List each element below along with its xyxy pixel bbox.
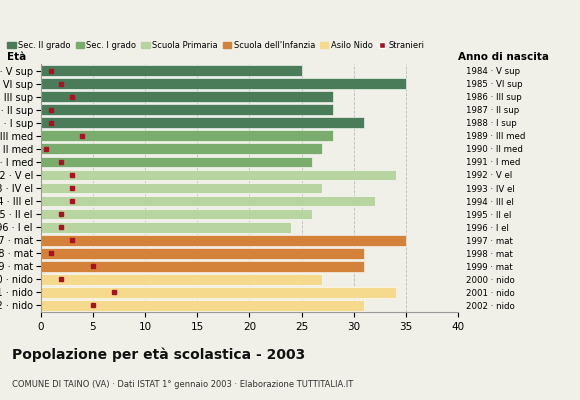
Bar [41,274,322,285]
Bar [41,91,333,102]
Bar [41,144,322,154]
Text: Anno di nascita: Anno di nascita [458,52,549,62]
Bar [41,156,312,167]
Bar [41,183,322,193]
Text: Popolazione per età scolastica - 2003: Popolazione per età scolastica - 2003 [12,348,305,362]
Bar [41,196,375,206]
Bar [41,261,364,272]
Bar [41,65,302,76]
Bar [41,300,364,311]
Bar [41,117,364,128]
Legend: Sec. II grado, Sec. I grado, Scuola Primaria, Scuola dell'Infanzia, Asilo Nido, : Sec. II grado, Sec. I grado, Scuola Prim… [7,41,425,50]
Bar [41,78,406,89]
Bar [41,235,406,246]
Bar [41,104,333,115]
Bar [41,248,364,259]
Bar [41,170,396,180]
Bar [41,222,291,232]
Bar [41,287,396,298]
Text: Età: Età [7,52,27,62]
Bar [41,130,333,141]
Text: COMUNE DI TAINO (VA) · Dati ISTAT 1° gennaio 2003 · Elaborazione TUTTITALIA.IT: COMUNE DI TAINO (VA) · Dati ISTAT 1° gen… [12,380,353,389]
Bar [41,209,312,220]
